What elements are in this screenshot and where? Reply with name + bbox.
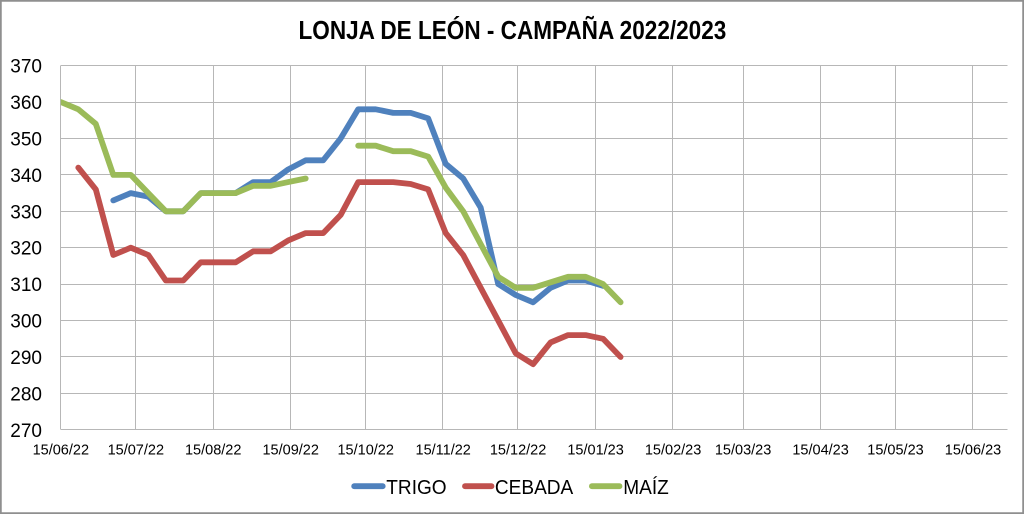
svg-text:MAÍZ: MAÍZ	[623, 476, 669, 500]
svg-text:15/04/23: 15/04/23	[792, 443, 848, 459]
svg-text:280: 280	[10, 384, 42, 405]
svg-text:15/06/23: 15/06/23	[945, 443, 1001, 459]
svg-text:15/05/23: 15/05/23	[867, 443, 923, 459]
svg-text:370: 370	[10, 57, 42, 78]
svg-text:15/07/22: 15/07/22	[108, 443, 164, 459]
svg-text:15/09/22: 15/09/22	[262, 443, 318, 459]
svg-text:CEBADA: CEBADA	[495, 477, 574, 500]
svg-text:15/11/22: 15/11/22	[416, 443, 471, 459]
svg-text:15/02/23: 15/02/23	[645, 443, 701, 459]
svg-text:320: 320	[10, 239, 42, 260]
svg-text:360: 360	[10, 93, 42, 114]
svg-text:15/01/23: 15/01/23	[567, 443, 623, 459]
svg-text:290: 290	[10, 348, 42, 369]
svg-text:15/10/22: 15/10/22	[337, 443, 393, 459]
svg-text:270: 270	[10, 421, 42, 442]
svg-text:350: 350	[10, 129, 42, 150]
svg-text:LONJA DE LEÓN - CAMPAÑA 2022/2: LONJA DE LEÓN - CAMPAÑA 2022/2023	[299, 16, 727, 46]
svg-text:330: 330	[10, 202, 42, 223]
svg-text:15/12/22: 15/12/22	[490, 443, 546, 459]
svg-text:15/03/23: 15/03/23	[715, 443, 771, 459]
svg-text:310: 310	[10, 275, 42, 296]
svg-text:15/06/22: 15/06/22	[33, 443, 89, 459]
svg-text:340: 340	[10, 166, 42, 187]
svg-text:300: 300	[10, 312, 42, 333]
svg-text:TRIGO: TRIGO	[386, 477, 446, 500]
svg-text:15/08/22: 15/08/22	[185, 443, 241, 459]
